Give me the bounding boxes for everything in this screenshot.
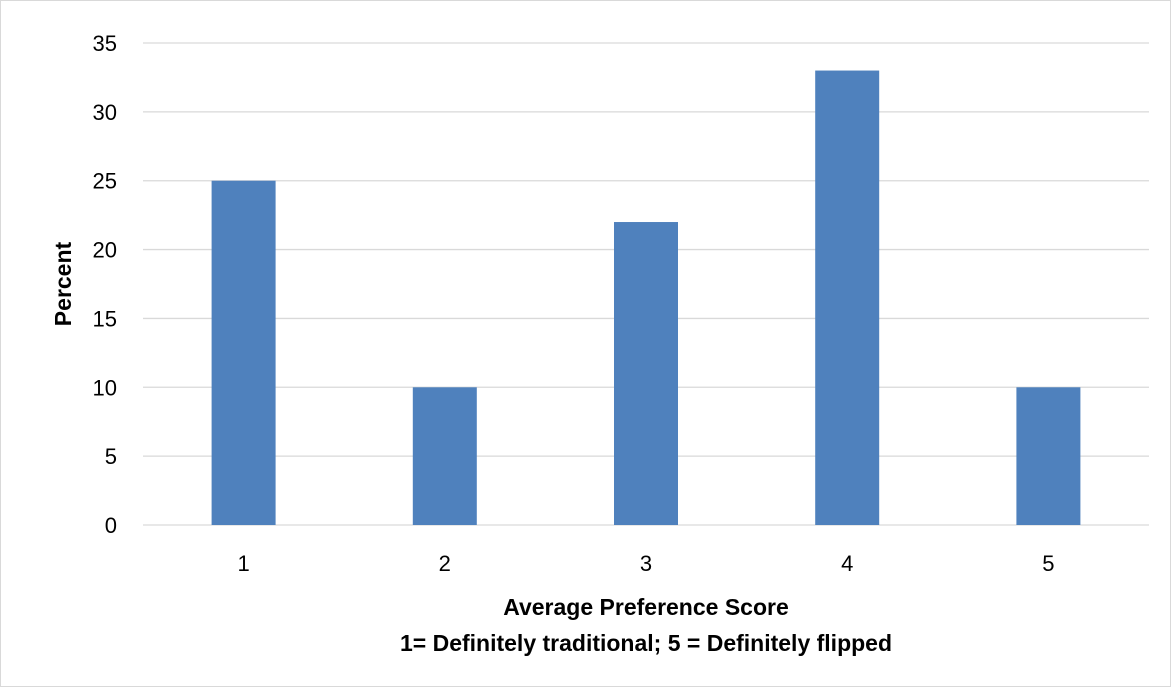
x-tick-label: 5 bbox=[1042, 551, 1054, 576]
y-tick-label: 10 bbox=[93, 375, 117, 400]
y-tick-label: 20 bbox=[93, 238, 117, 263]
y-tick-label: 15 bbox=[93, 306, 117, 331]
x-axis-subtitle: 1= Definitely traditional; 5 = Definitel… bbox=[400, 630, 892, 656]
bar-4 bbox=[815, 70, 880, 526]
x-axis-title: Average Preference Score bbox=[503, 594, 789, 620]
y-tick-label: 35 bbox=[93, 31, 117, 56]
x-tick-label: 4 bbox=[841, 551, 853, 576]
x-tick-labels: 1 2 3 4 5 bbox=[237, 551, 1054, 576]
x-tick-label: 2 bbox=[439, 551, 451, 576]
bar-5 bbox=[1016, 387, 1081, 525]
y-tick-label: 25 bbox=[93, 169, 117, 194]
y-tick-label: 5 bbox=[105, 444, 117, 469]
bars bbox=[211, 70, 1081, 526]
bar-1 bbox=[211, 180, 276, 525]
x-tick-label: 3 bbox=[640, 551, 652, 576]
bar-3 bbox=[614, 222, 678, 525]
y-tick-label: 0 bbox=[105, 513, 117, 538]
x-tick-label: 1 bbox=[237, 551, 249, 576]
y-axis-title: Percent bbox=[50, 241, 76, 326]
y-tick-labels: 0 5 10 15 20 25 30 35 bbox=[93, 31, 117, 538]
y-tick-label: 30 bbox=[93, 100, 117, 125]
bar-2 bbox=[412, 387, 477, 525]
